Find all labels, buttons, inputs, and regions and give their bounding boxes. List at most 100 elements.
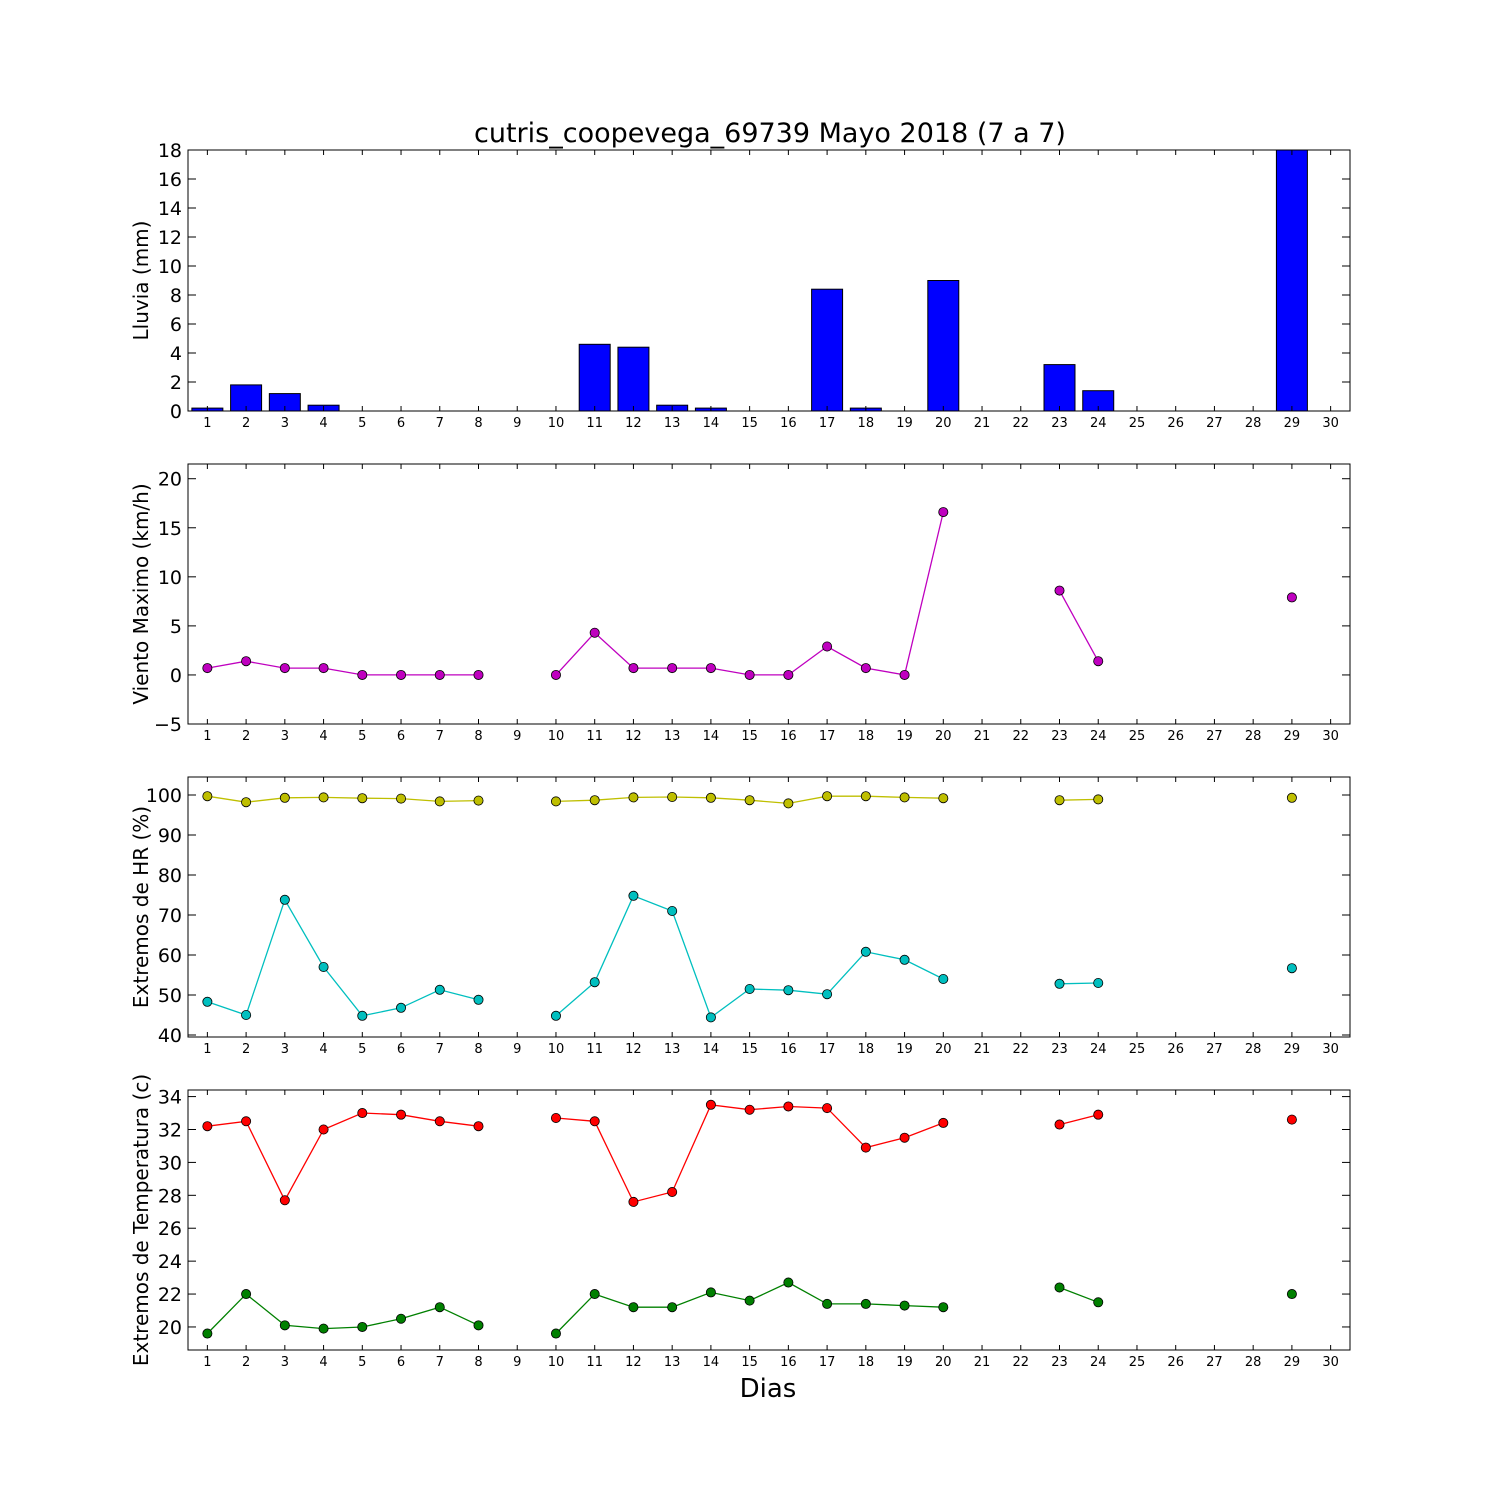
wind-panel: 1 2 3 4 5 6 7 8 9 10 11 12 13 14 15 16 17 18 19 20 21 22 23 24 2… (129, 463, 1351, 744)
temperature-y-axis-label: Extremos de Temperatura (c) (129, 1074, 153, 1366)
humidity-series-1-point-day-29 (1286, 963, 1297, 974)
wind-ytick-label-0: 0 (170, 665, 182, 687)
rain-ytick-label-10: 10 (158, 256, 182, 278)
temperature-series-0-point-day-2 (241, 1116, 252, 1127)
temperature-series-0-point-day-20 (938, 1117, 949, 1128)
humidity-xtick-label-11: 11 (586, 1042, 603, 1057)
rain-xtick-label-30: 30 (1322, 416, 1339, 431)
humidity-xtick-label-5: 5 (358, 1042, 366, 1057)
rain-xtick-label-5: 5 (358, 416, 366, 431)
humidity-xtick-label-23: 23 (1051, 1042, 1068, 1057)
humidity-xtick-label-25: 25 (1129, 1042, 1146, 1057)
chart-title: cutris_coopevega_69739 Mayo 2018 (7 a 7) (474, 118, 1066, 149)
rain-ytick-label-14: 14 (158, 198, 182, 220)
x-axis-label: Dias (740, 1374, 797, 1404)
temperature-series-1-point-day-16 (783, 1277, 794, 1288)
wind-series-0-point-day-8 (473, 669, 484, 680)
humidity-series-1-point-day-1 (202, 996, 213, 1007)
wind-xtick-label-18: 18 (858, 729, 875, 744)
wind-ytick-label-10: 10 (158, 567, 182, 589)
humidity-series-0-point-day-8 (473, 795, 484, 806)
temperature-series-0-point-day-13 (667, 1187, 678, 1198)
rain-xtick-label-13: 13 (664, 416, 681, 431)
humidity-series-0-point-day-23 (1054, 795, 1065, 806)
rain-xtick-label-23: 23 (1051, 416, 1068, 431)
humidity-xtick-label-21: 21 (974, 1042, 991, 1057)
rain-xtick-label-19: 19 (896, 416, 913, 431)
rain-ytick-label-12: 12 (158, 227, 182, 249)
humidity-series-1-point-day-10 (550, 1010, 561, 1021)
humidity-ytick-label-40: 40 (158, 1025, 182, 1047)
temperature-series-0-point-day-11 (589, 1116, 600, 1127)
humidity-xtick-label-7: 7 (436, 1042, 444, 1057)
wind-series-0-point-day-23 (1054, 585, 1065, 596)
temperature-xtick-label-30: 30 (1322, 1355, 1339, 1370)
wind-series-0-point-day-24 (1093, 656, 1104, 667)
rain-xtick-label-25: 25 (1129, 416, 1146, 431)
humidity-series-0-line-0 (207, 795, 479, 803)
humidity-y-axis-label: Extremos de HR (%) (129, 806, 153, 1008)
humidity-xtick-label-30: 30 (1322, 1042, 1339, 1057)
temperature-series-1-point-day-1 (202, 1328, 213, 1339)
humidity-series-1-point-day-20 (938, 974, 949, 985)
temperature-ytick-label-22: 22 (158, 1284, 182, 1306)
temperature-series-1-point-day-3 (279, 1320, 290, 1331)
humidity-series-0-point-day-18 (860, 791, 871, 802)
rain-xtick-label-17: 17 (819, 416, 836, 431)
wind-series-0-point-day-14 (705, 663, 716, 674)
wind-series-0-point-day-2 (241, 656, 252, 667)
wind-series-0-point-day-15 (744, 669, 755, 680)
panels: 1 2 3 4 5 6 7 8 9 10 11 12 13 14 15 16 17 18 19 20 21 22 23 24 2… (129, 140, 1351, 1370)
temperature-series-1-line-1 (555, 1281, 944, 1334)
temperature-xtick-label-1: 1 (203, 1355, 211, 1370)
wind-xtick-label-14: 14 (703, 729, 720, 744)
temperature-xtick-label-21: 21 (974, 1355, 991, 1370)
humidity-series-0-point-day-29 (1286, 792, 1297, 803)
wind-series-0-point-day-5 (357, 669, 368, 680)
temperature-series-1-point-day-8 (473, 1320, 484, 1331)
humidity-series-0-point-day-7 (434, 796, 445, 807)
humidity-series-1-point-day-19 (899, 954, 910, 965)
humidity-series-0-point-day-3 (279, 792, 290, 803)
humidity-series-0-point-day-1 (202, 791, 213, 802)
temperature-series-1-point-day-11 (589, 1289, 600, 1300)
wind-ytick-label-20: 20 (158, 469, 182, 491)
rain-xtick-label-24: 24 (1090, 416, 1107, 431)
wind-xtick-label-22: 22 (1012, 729, 1029, 744)
temperature-series-1-point-day-20 (938, 1302, 949, 1313)
temperature-xtick-label-2: 2 (242, 1355, 250, 1370)
temperature-xtick-label-25: 25 (1129, 1355, 1146, 1370)
wind-xtick-label-10: 10 (548, 729, 565, 744)
temperature-series-1-point-day-13 (667, 1302, 678, 1313)
temperature-series-0-point-day-19 (899, 1132, 910, 1143)
humidity-series-0-point-day-19 (899, 792, 910, 803)
temperature-xtick-label-19: 19 (896, 1355, 913, 1370)
wind-xtick-label-29: 29 (1284, 729, 1301, 744)
humidity-xtick-label-12: 12 (625, 1042, 642, 1057)
temperature-series-0-point-day-1 (202, 1121, 213, 1132)
temperature-series-1-point-day-29 (1286, 1289, 1297, 1300)
humidity-series-1-line-2 (1059, 982, 1099, 985)
wind-series-0-point-day-20 (938, 507, 949, 518)
temperature-xtick-label-5: 5 (358, 1355, 366, 1370)
humidity-ytick-label-80: 80 (158, 865, 182, 887)
wind-axes-frame (187, 463, 1351, 725)
rain-bar-day-29 (1275, 149, 1308, 412)
rain-xtick-label-21: 21 (974, 416, 991, 431)
wind-series-0-point-day-19 (899, 669, 910, 680)
humidity-ytick-label-100: 100 (146, 785, 182, 807)
temperature-xtick-label-20: 20 (935, 1355, 952, 1370)
rain-xtick-label-27: 27 (1206, 416, 1223, 431)
rain-ytick-label-18: 18 (158, 140, 182, 162)
temperature-series-1-point-day-17 (822, 1298, 833, 1309)
humidity-xtick-label-9: 9 (513, 1042, 521, 1057)
humidity-axes-frame (187, 776, 1351, 1038)
wind-xtick-label-26: 26 (1167, 729, 1184, 744)
wind-xtick-label-9: 9 (513, 729, 521, 744)
humidity-xtick-label-17: 17 (819, 1042, 836, 1057)
humidity-series-1-point-day-15 (744, 984, 755, 995)
humidity-series-1-point-day-12 (628, 890, 639, 901)
rain-ytick-label-8: 8 (170, 285, 182, 307)
temperature-series-0-line-2 (1059, 1114, 1099, 1126)
temperature-series-0-point-day-3 (279, 1195, 290, 1206)
